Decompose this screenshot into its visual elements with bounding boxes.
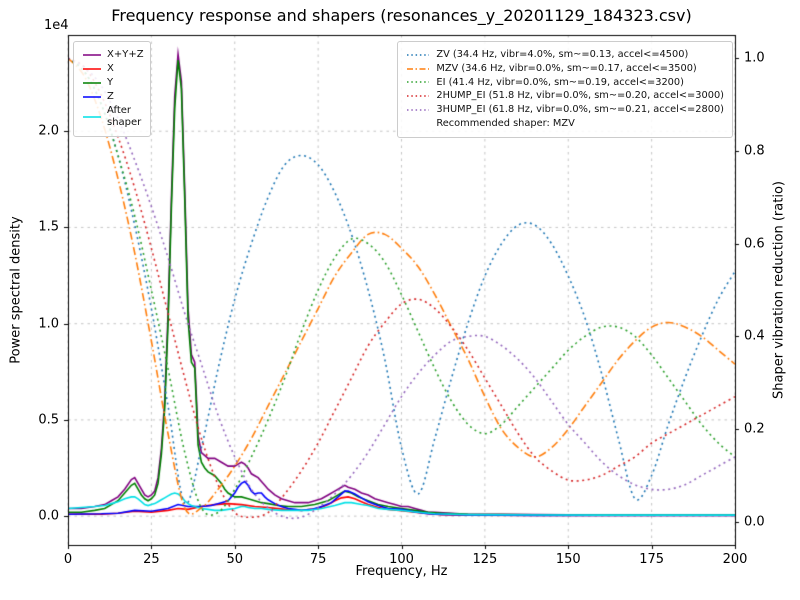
legend-item-label: X+Y+Z <box>107 49 144 60</box>
x-tick-label: 125 <box>472 552 498 567</box>
y-right-tick-label: 0.0 <box>744 514 765 530</box>
y-right-tick-label: 0.2 <box>744 421 765 437</box>
psd-legend-item: After shaper <box>82 105 142 129</box>
legend-item-label: ZV (34.4 Hz, vibr=4.0%, sm~=0.13, accel<… <box>436 49 689 60</box>
shaper-legend-note: Recommended shaper: MZV <box>406 118 724 130</box>
y-left-tick-label: 1.0 <box>38 316 59 332</box>
y-left-tick-label: 1.5 <box>38 219 59 235</box>
y-left-tick-label: 2.0 <box>38 123 59 139</box>
legend-line-sample <box>83 54 101 56</box>
shaper-legend-item: 2HUMP_EI (51.8 Hz, vibr=0.0%, sm~=0.20, … <box>406 90 724 102</box>
x-tick-label: 25 <box>143 552 160 567</box>
psd-legend-item: Y <box>82 77 142 89</box>
shaper-legend-item: EI (41.4 Hz, vibr=0.0%, sm~=0.19, accel<… <box>406 77 724 89</box>
y-right-tick-label: 1.0 <box>744 50 765 66</box>
y-right-tick-label: 0.6 <box>744 236 765 252</box>
y-right-tick-label: 0.8 <box>744 143 765 159</box>
psd-legend-item: X+Y+Z <box>82 49 144 61</box>
legend-line-sample <box>407 109 430 111</box>
legend-line-sample <box>407 95 430 97</box>
legend-item-label: 2HUMP_EI (51.8 Hz, vibr=0.0%, sm~=0.20, … <box>436 90 724 102</box>
psd-legend-item: X <box>82 63 142 75</box>
shaper-legend-item: 3HUMP_EI (61.8 Hz, vibr=0.0%, sm~=0.21, … <box>406 104 724 116</box>
shaper-legend: ZV (34.4 Hz, vibr=4.0%, sm~=0.13, accel<… <box>397 41 733 138</box>
shaper-legend-item: ZV (34.4 Hz, vibr=4.0%, sm~=0.13, accel<… <box>406 49 724 61</box>
x-tick-label: 75 <box>309 552 327 567</box>
x-tick-label: 0 <box>63 552 73 567</box>
legend-line-sample <box>83 116 101 118</box>
legend-item-label: EI (41.4 Hz, vibr=0.0%, sm~=0.19, accel<… <box>436 76 684 88</box>
y-left-tick-label: 0.5 <box>38 412 59 428</box>
chart-title: Frequency response and shapers (resonanc… <box>111 6 692 25</box>
x-tick-label: 200 <box>722 552 748 567</box>
x-tick-label: 100 <box>389 552 414 567</box>
y-axis-offset-label: 1e4 <box>44 18 69 33</box>
x-tick-label: 50 <box>226 552 244 567</box>
x-tick-label: 175 <box>639 552 665 567</box>
legend-line-sample <box>83 68 101 70</box>
legend-line-sample <box>407 81 430 84</box>
legend-line-sample <box>83 96 101 98</box>
legend-line-sample <box>407 67 430 70</box>
y-right-tick-label: 0.4 <box>744 328 765 344</box>
shaper-legend-item: MZV (34.6 Hz, vibr=0.0%, sm~=0.17, accel… <box>406 63 724 75</box>
x-tick-label: 150 <box>555 552 581 567</box>
legend-item-label: X <box>107 63 114 74</box>
legend-line-sample <box>83 82 101 84</box>
y-left-tick-label: 0.0 <box>38 508 59 524</box>
legend-item-label: Y <box>107 77 114 88</box>
legend-item-label: After shaper <box>107 105 142 128</box>
psd-legend-item: Z <box>82 91 142 103</box>
legend-line-sample <box>407 54 430 56</box>
x-axis-label: Frequency, Hz <box>355 564 448 579</box>
psd-legend-rows: X+Y+Z X Y Z After shaper <box>82 49 144 129</box>
legend-note-text: Recommended shaper: MZV <box>436 117 575 129</box>
legend-item-label: MZV (34.6 Hz, vibr=0.0%, sm~=0.17, accel… <box>436 62 697 74</box>
legend-item-label: 3HUMP_EI (61.8 Hz, vibr=0.0%, sm~=0.21, … <box>436 104 724 115</box>
psd-legend: X+Y+Z X Y Z After shaper <box>73 41 151 137</box>
shaper-legend-rows: ZV (34.4 Hz, vibr=4.0%, sm~=0.13, accel<… <box>406 49 724 116</box>
left-y-axis-label: Power spectral density <box>8 216 24 364</box>
legend-item-label: Z <box>107 91 114 102</box>
right-y-axis-label: Shaper vibration reduction (ratio) <box>771 181 787 399</box>
